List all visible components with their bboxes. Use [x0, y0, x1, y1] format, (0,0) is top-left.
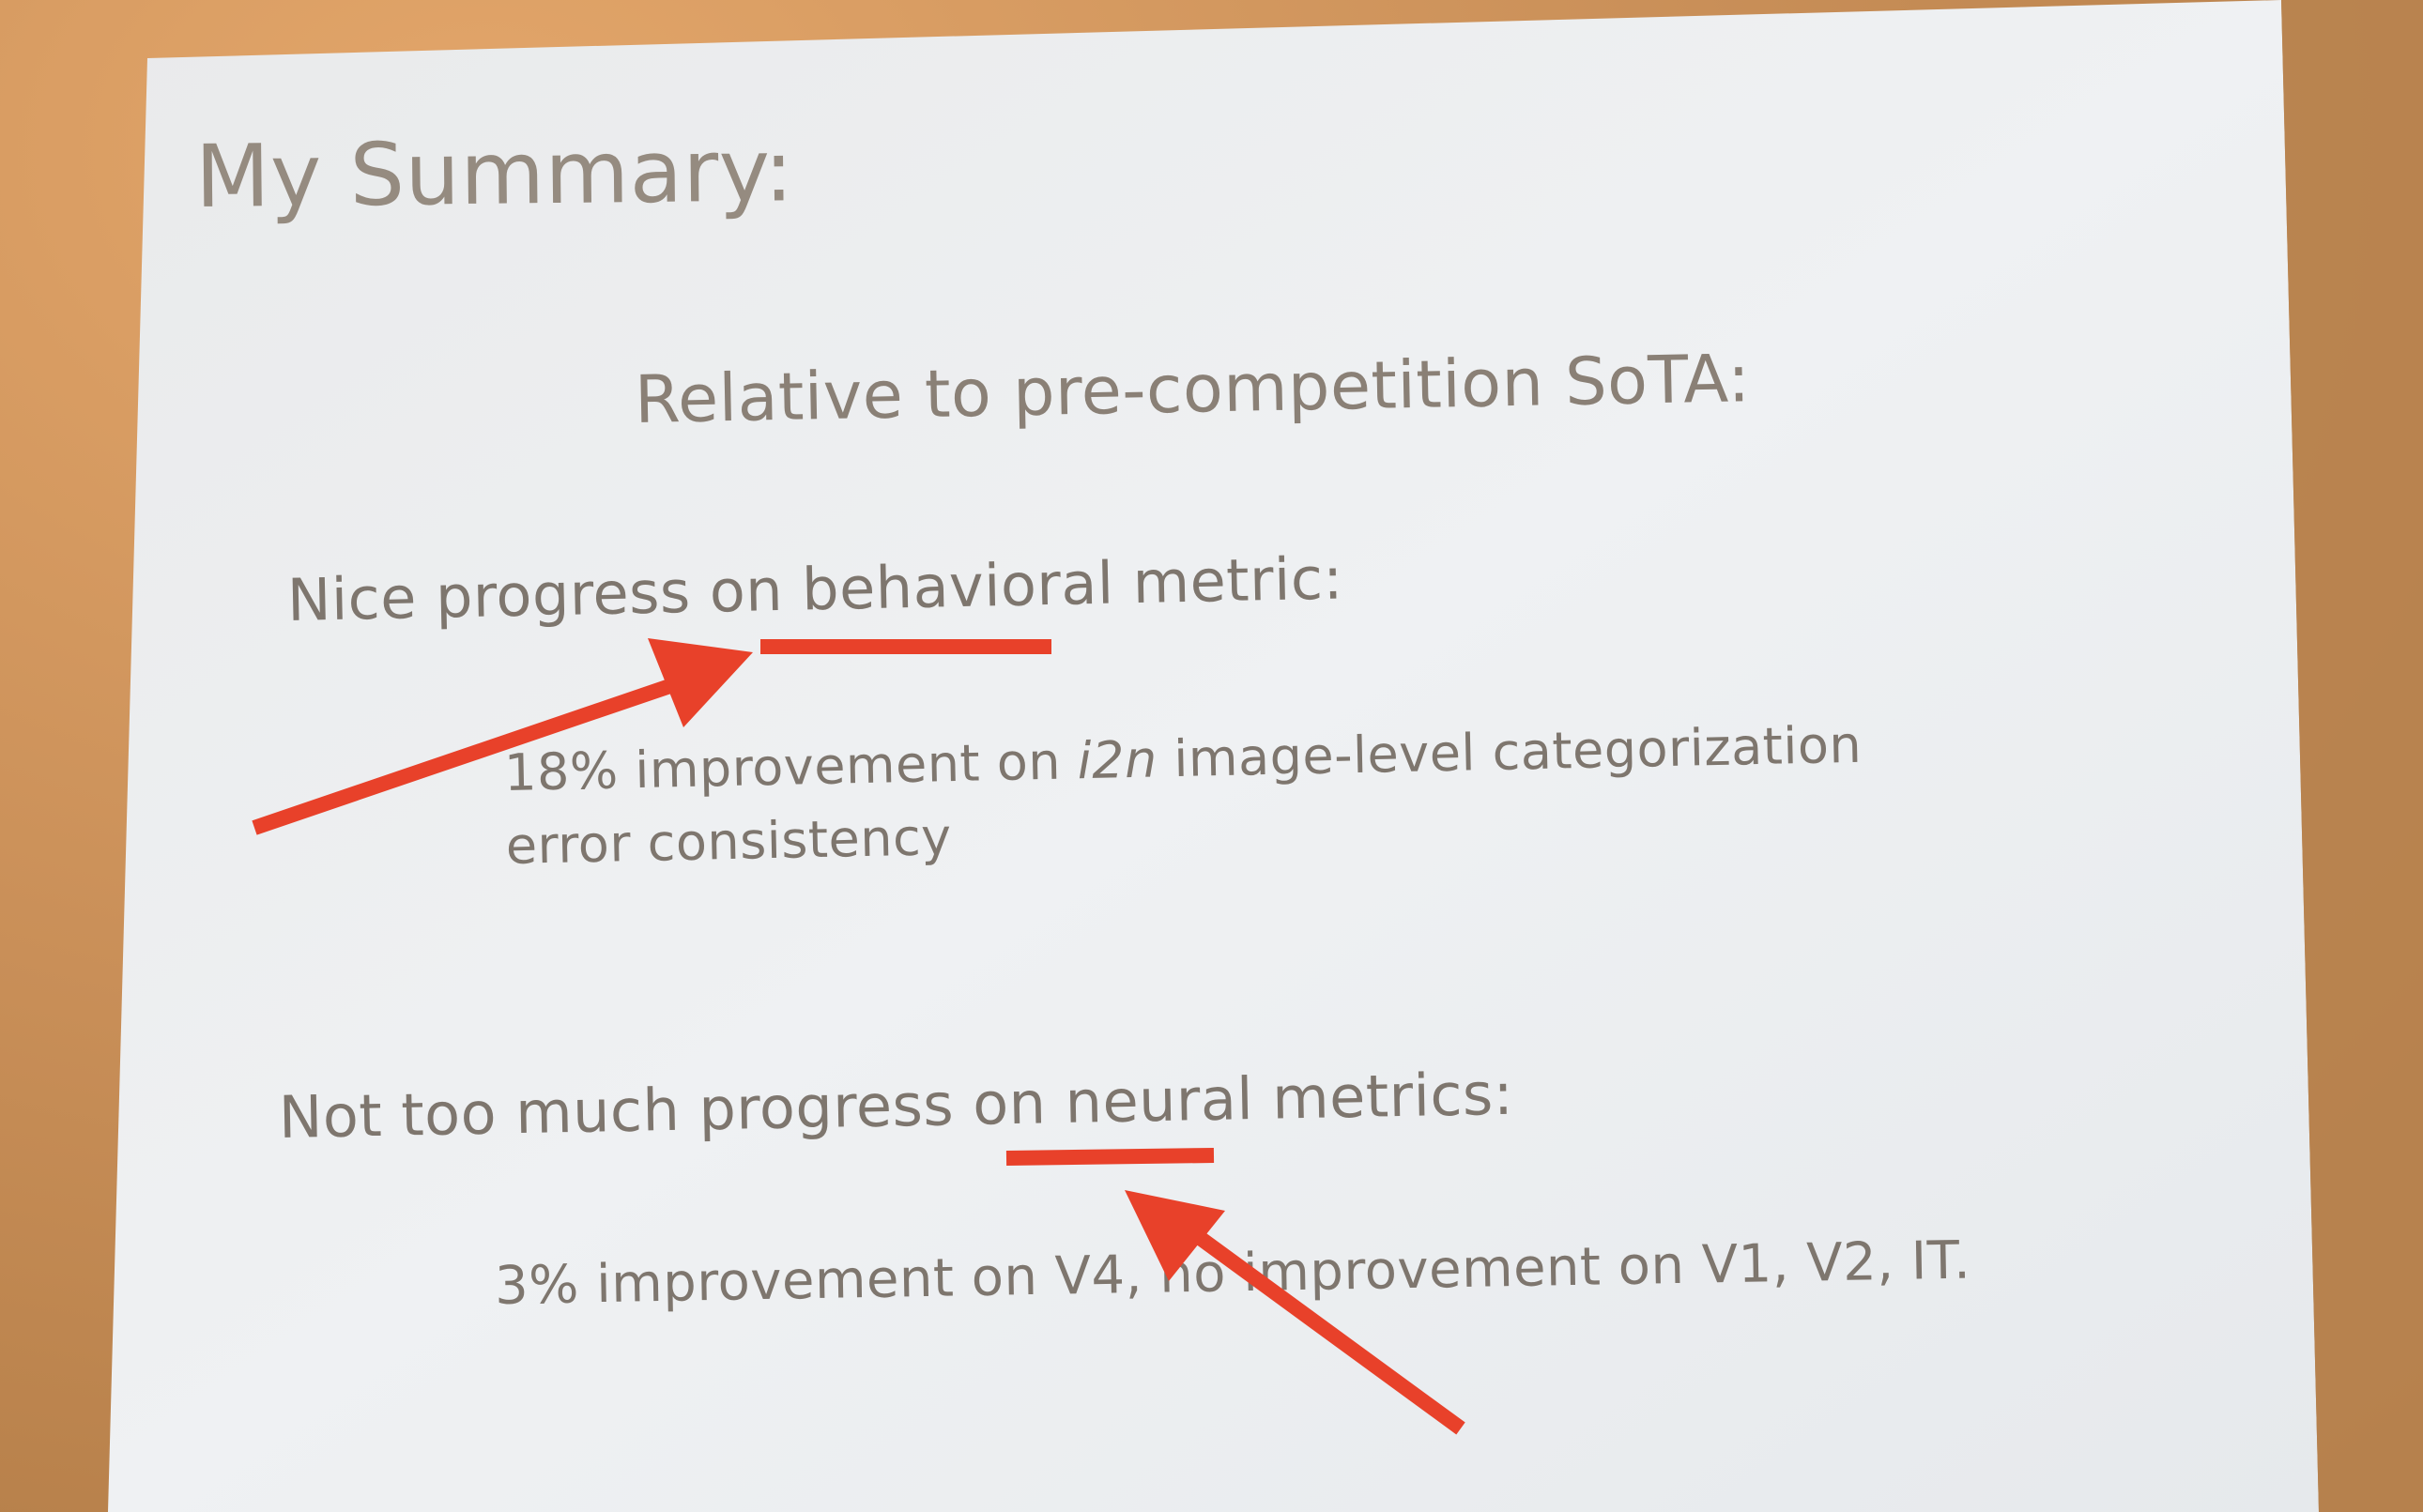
behavioral-detail-suffix: image-level categorization — [1157, 714, 1863, 789]
behavioral-detail-prefix: 18% improvement on — [503, 731, 1079, 803]
slide-surface — [108, 0, 2319, 1512]
behavioral-heading-prefix: Nice progress on — [286, 555, 803, 634]
behavioral-heading-suffix: metric: — [1112, 543, 1344, 618]
neural-keyword: neural — [1064, 1064, 1254, 1137]
neural-heading-suffix: metrics: — [1252, 1059, 1514, 1134]
slide-title: My Summary: — [194, 120, 794, 227]
behavioral-detail: 18% improvement on i2n image-level categ… — [503, 709, 1863, 883]
behavioral-detail-italic: i2n — [1077, 729, 1158, 791]
behavioral-keyword: behavioral — [801, 548, 1115, 624]
